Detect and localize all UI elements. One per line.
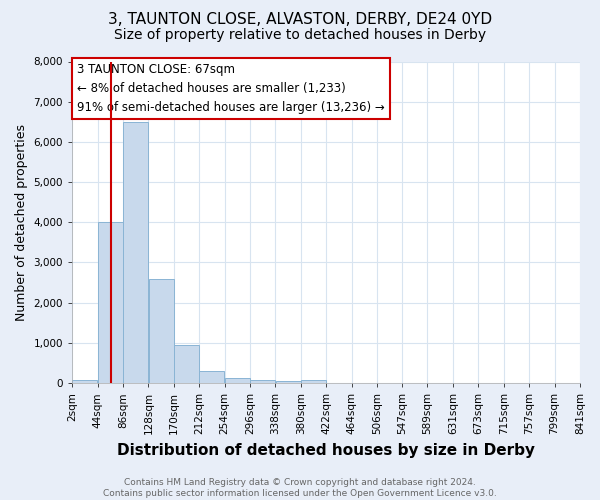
Bar (276, 381, 301, 383)
Y-axis label: Number of detached properties: Number of detached properties (15, 124, 28, 321)
Text: 3 TAUNTON CLOSE: 67sqm
← 8% of detached houses are smaller (1,233)
91% of semi-d: 3 TAUNTON CLOSE: 67sqm ← 8% of detached … (77, 63, 385, 114)
Bar (174, 345, 199, 383)
Text: Size of property relative to detached houses in Derby: Size of property relative to detached ho… (114, 28, 486, 42)
Bar (149, 278, 173, 383)
Bar (123, 122, 148, 383)
Bar (199, 371, 224, 383)
Text: Contains HM Land Registry data © Crown copyright and database right 2024.
Contai: Contains HM Land Registry data © Crown c… (103, 478, 497, 498)
Bar (73, 380, 97, 383)
Text: 3, TAUNTON CLOSE, ALVASTON, DERBY, DE24 0YD: 3, TAUNTON CLOSE, ALVASTON, DERBY, DE24 … (108, 12, 492, 28)
Bar (301, 380, 326, 383)
Bar (250, 380, 275, 383)
Bar (98, 222, 122, 383)
X-axis label: Distribution of detached houses by size in Derby: Distribution of detached houses by size … (117, 442, 535, 458)
Bar (225, 378, 250, 383)
